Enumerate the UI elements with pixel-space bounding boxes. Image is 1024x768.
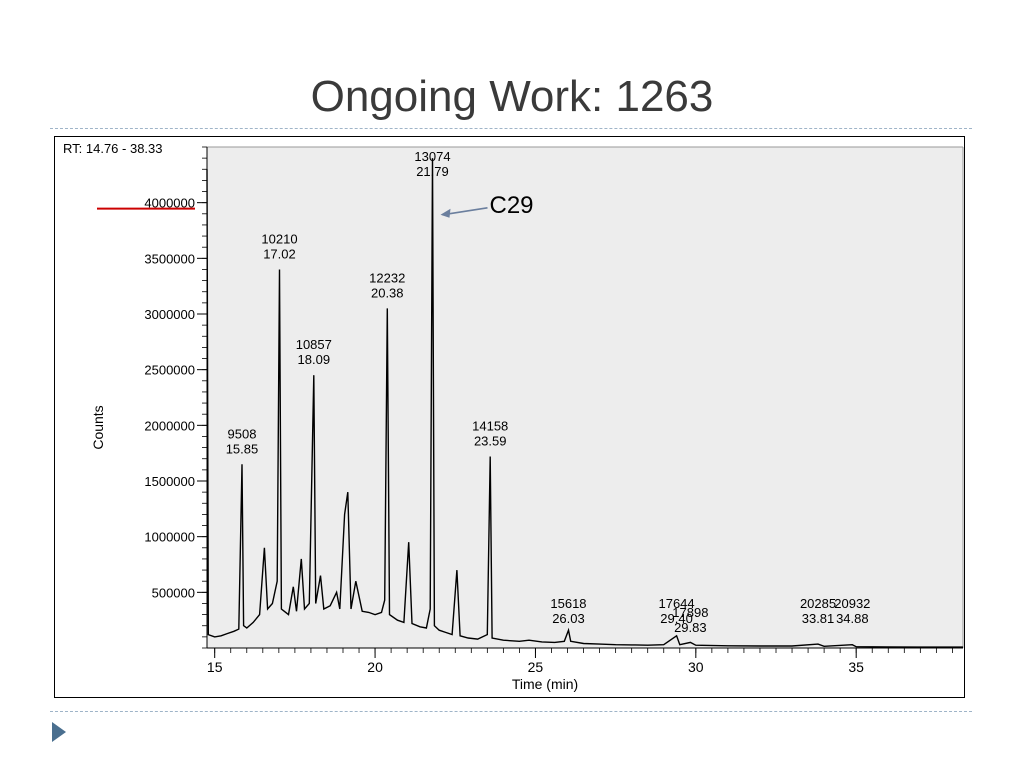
x-axis-label: Time (min) xyxy=(512,676,578,692)
slide-title: Ongoing Work: 1263 xyxy=(310,72,714,121)
peak-time-label: 33.81 xyxy=(802,611,835,626)
c29-arrow-line xyxy=(442,207,488,216)
peak-time-label: 15.85 xyxy=(226,441,259,456)
x-tick-label: 30 xyxy=(688,659,704,675)
chromatogram-chart: RT: 14.76 - 38.33 500000 1000000 1500000 200… xyxy=(54,136,965,698)
y-tick-label: 1000000 xyxy=(144,530,195,545)
peak-time-label: 18.09 xyxy=(298,352,331,367)
peak-scan-label: 20285 xyxy=(800,596,836,611)
x-tick-label: 35 xyxy=(848,659,864,675)
y-tick-label: 4000000 xyxy=(144,196,195,211)
peak-scan-label: 14158 xyxy=(472,419,508,434)
y-axis-label: Counts xyxy=(90,405,106,449)
plot-area xyxy=(207,147,963,648)
y-tick-label: 3500000 xyxy=(144,251,195,266)
y-tick-label: 500000 xyxy=(152,585,195,600)
footer-divider xyxy=(50,711,972,712)
peak-time-label: 34.88 xyxy=(836,611,869,626)
peak-scan-label: 20932 xyxy=(834,596,870,611)
bullet-triangle-icon xyxy=(52,722,66,742)
c29-arrow-head xyxy=(440,208,451,218)
chromatogram-trace xyxy=(206,158,963,648)
y-tick-label: 3000000 xyxy=(144,307,195,322)
peak-scan-label: 10210 xyxy=(261,231,297,246)
peak-scan-label: 17644 xyxy=(658,596,694,611)
chart-title: RT: 14.76 - 38.33 xyxy=(63,141,163,156)
peak-time-label: 29.40 xyxy=(660,611,693,626)
x-tick-label: 25 xyxy=(528,659,544,675)
peak-time-label: 26.03 xyxy=(552,611,585,626)
y-tick-label: 2500000 xyxy=(144,363,195,378)
peak-time-label: 17.02 xyxy=(263,246,296,261)
peak-scan-label: 9508 xyxy=(228,426,257,441)
chromatogram-svg: RT: 14.76 - 38.33 500000 1000000 1500000 200… xyxy=(63,141,964,692)
c29-annotation-label: C29 xyxy=(489,192,533,219)
x-tick-label: 20 xyxy=(367,659,383,675)
y-tick-label: 1500000 xyxy=(144,474,195,489)
peak-scan-label: 12232 xyxy=(369,270,405,285)
peak-time-label: 29.83 xyxy=(674,620,707,635)
peak-time-label: 21.79 xyxy=(416,164,449,179)
peak-time-label: 20.38 xyxy=(371,285,404,300)
peak-scan-label: 10857 xyxy=(296,337,332,352)
y-tick-label: 2000000 xyxy=(144,418,195,433)
peak-scan-label: 13074 xyxy=(414,149,450,164)
peak-time-label: 23.59 xyxy=(474,434,507,449)
peak-scan-label: 15618 xyxy=(550,596,586,611)
title-divider xyxy=(50,128,972,129)
peak-scan-label: 17898 xyxy=(672,605,708,620)
x-tick-label: 15 xyxy=(207,659,223,675)
